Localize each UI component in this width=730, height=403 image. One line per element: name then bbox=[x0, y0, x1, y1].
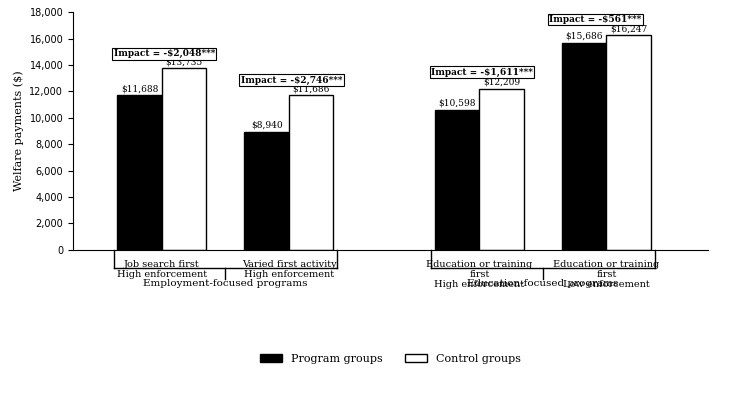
Text: $13,735: $13,735 bbox=[166, 58, 203, 66]
Text: $11,688: $11,688 bbox=[121, 85, 158, 93]
Legend: Program groups, Control groups: Program groups, Control groups bbox=[255, 349, 526, 368]
Text: Employment-focused programs: Employment-focused programs bbox=[143, 279, 307, 289]
Bar bbox=[118, 96, 162, 250]
Text: Impact = -$2,048***: Impact = -$2,048*** bbox=[114, 49, 215, 58]
Text: $15,686: $15,686 bbox=[566, 32, 603, 41]
Bar bbox=[607, 35, 651, 250]
Text: $8,940: $8,940 bbox=[251, 121, 283, 130]
Bar bbox=[245, 132, 289, 250]
Text: $11,686: $11,686 bbox=[293, 85, 330, 93]
Bar bbox=[435, 110, 480, 250]
Text: Impact = -$561***: Impact = -$561*** bbox=[550, 15, 642, 24]
Bar bbox=[289, 96, 334, 250]
Text: Impact = -$2,746***: Impact = -$2,746*** bbox=[241, 76, 342, 85]
Bar bbox=[162, 69, 207, 250]
Text: $16,247: $16,247 bbox=[610, 24, 648, 33]
Text: $12,209: $12,209 bbox=[483, 78, 520, 87]
Text: Impact = -$1,611***: Impact = -$1,611*** bbox=[431, 68, 533, 77]
Bar bbox=[480, 89, 524, 250]
Text: Education-focused programs: Education-focused programs bbox=[467, 279, 618, 289]
Y-axis label: Welfare payments ($): Welfare payments ($) bbox=[13, 71, 24, 191]
Text: $10,598: $10,598 bbox=[439, 99, 476, 108]
Bar bbox=[562, 43, 607, 250]
